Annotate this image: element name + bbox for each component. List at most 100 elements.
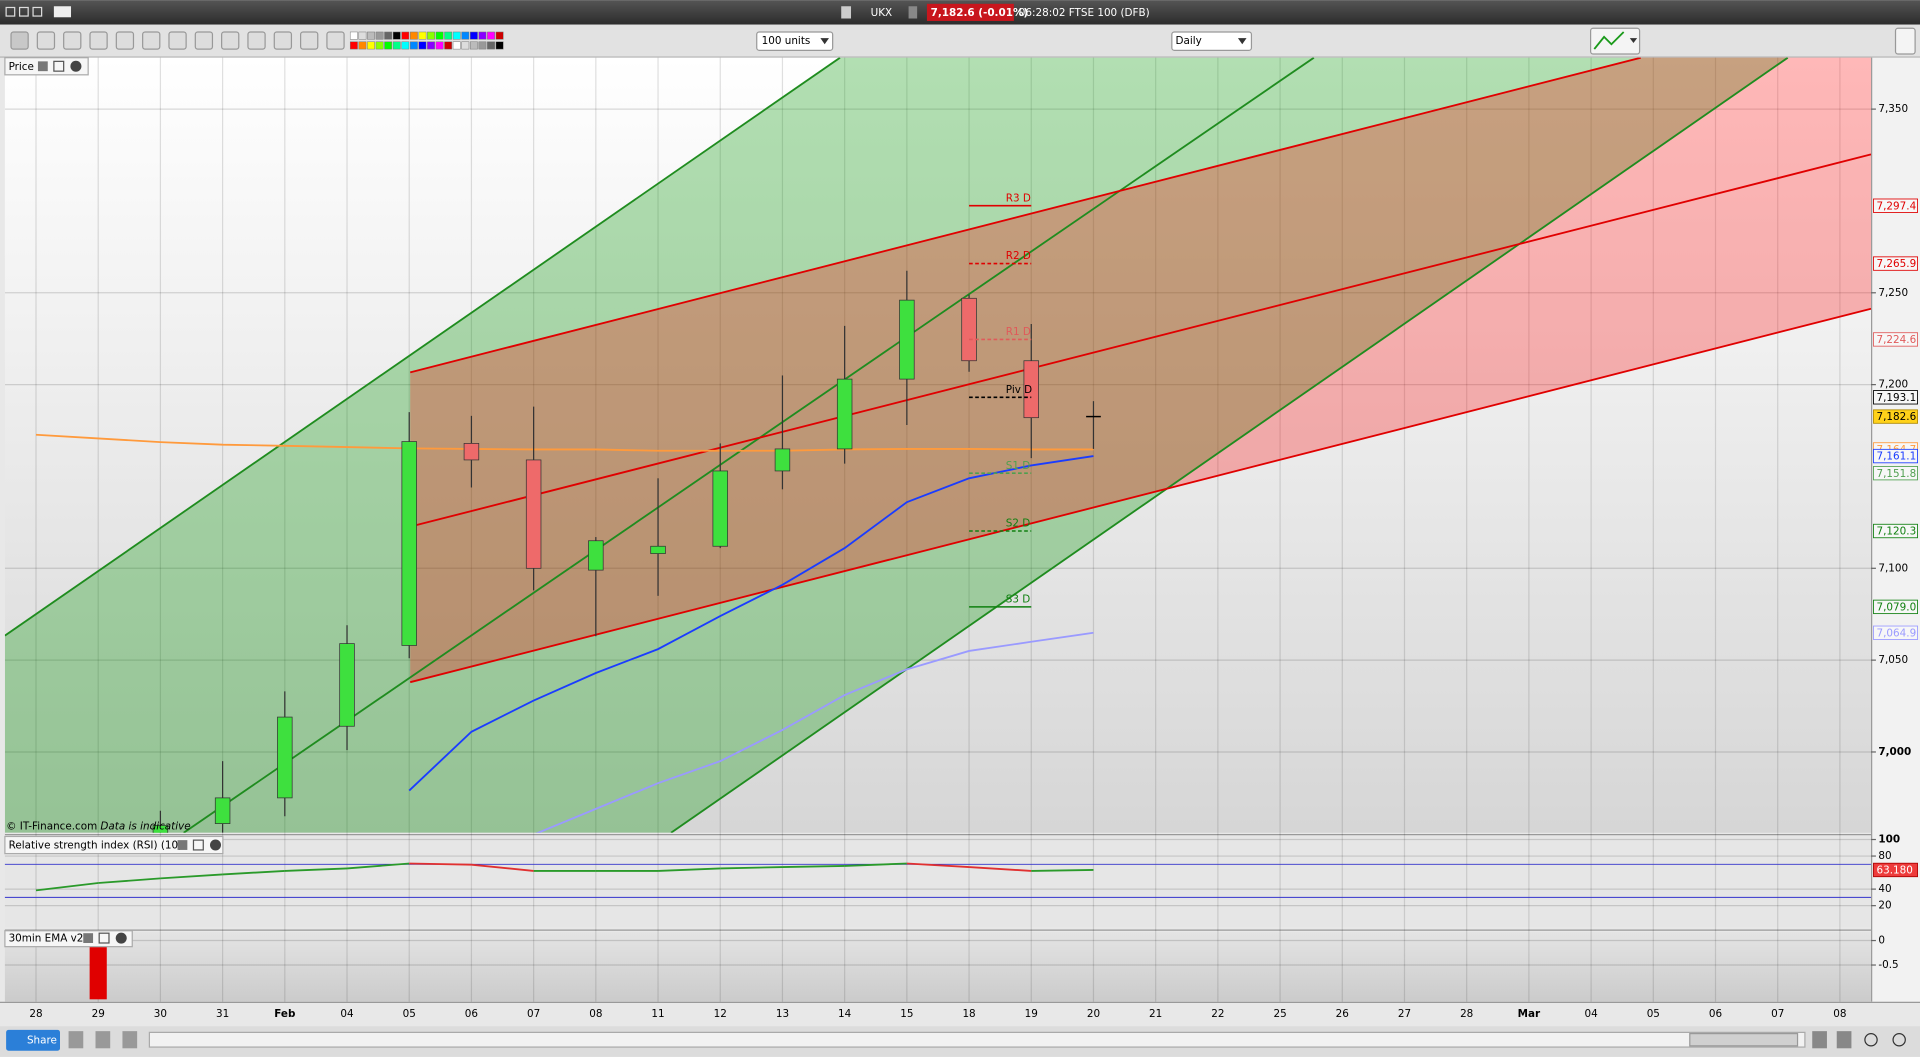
color-swatch[interactable] [478,41,487,50]
tool-button[interactable] [194,31,214,50]
x-tick-label: 13 [776,1008,789,1020]
tool-button[interactable] [63,31,82,50]
maximize-icon[interactable] [53,60,65,72]
color-swatch[interactable] [427,41,435,50]
close-icon[interactable] [115,932,127,944]
info-icon[interactable] [908,6,918,19]
color-swatch[interactable] [487,41,495,50]
color-swatch[interactable] [461,31,470,40]
maximize-icon[interactable] [98,932,110,944]
zoom-in[interactable] [1892,1032,1906,1047]
color-swatch[interactable] [409,31,418,40]
settings-button[interactable] [1894,27,1916,55]
color-swatch[interactable] [367,41,375,50]
color-swatch[interactable] [461,41,470,50]
settings-icon[interactable] [177,840,188,850]
pivot-label: S3 D [1006,594,1031,606]
tool-button[interactable] [122,1031,138,1049]
color-swatch[interactable] [452,31,461,40]
maximize-icon[interactable] [192,839,204,851]
scroll-thumb[interactable] [1689,1032,1799,1047]
rsi-value-label: 63.180 [1877,865,1913,877]
color-swatch[interactable] [409,41,418,50]
color-swatch[interactable] [384,31,393,40]
tool-button[interactable] [68,1031,84,1049]
zoom-button[interactable] [1812,1031,1827,1049]
trend-line[interactable] [4,57,841,637]
color-swatch[interactable] [444,41,453,50]
trend-line[interactable] [409,153,1872,528]
settings-icon[interactable] [37,61,48,72]
keyboard-icon[interactable] [53,6,72,18]
color-swatch[interactable] [435,41,444,50]
color-swatch[interactable] [375,31,384,40]
zoom-button[interactable] [1836,1031,1852,1049]
candle-body [463,443,480,461]
rsi-line [98,877,161,884]
tool-button[interactable] [273,31,293,50]
color-swatch[interactable] [495,41,504,50]
x-tick-label: 30 [154,1008,167,1020]
share-button[interactable] [6,1029,61,1051]
tool-button[interactable] [300,31,319,50]
color-swatch[interactable] [358,31,367,40]
date-axis [0,1001,1920,1027]
panel-title: 30min EMA v2 [9,933,84,945]
color-swatch[interactable] [495,31,504,40]
window-button[interactable] [5,6,16,17]
color-swatch[interactable] [367,31,375,40]
rsi-line [160,873,223,880]
color-swatch[interactable] [478,31,487,40]
color-swatch[interactable] [418,31,427,40]
trend-line[interactable] [670,57,1789,833]
color-swatch[interactable] [444,31,453,40]
color-swatch[interactable] [435,31,444,40]
color-swatch[interactable] [375,41,384,50]
color-swatch[interactable] [349,41,358,50]
color-swatch[interactable] [401,41,410,50]
tool-button[interactable] [142,31,161,50]
y-tick-label: -0.5 [1878,959,1898,971]
y-tick-label: 20 [1878,900,1891,912]
x-tick-label: 06 [465,1008,478,1020]
color-swatch[interactable] [452,41,461,50]
color-swatch[interactable] [427,31,435,40]
interval-select[interactable] [1171,31,1253,51]
scrollbar[interactable] [148,1031,1806,1048]
tool-button[interactable] [221,31,240,50]
window-button[interactable] [32,6,43,17]
pivot-label: R2 D [1006,250,1031,262]
zoom-out[interactable] [1864,1032,1878,1047]
tool-button[interactable] [89,31,108,50]
x-tick-label: 08 [1833,1008,1846,1020]
color-swatch[interactable] [392,41,401,50]
trend-line[interactable] [183,57,1315,833]
color-swatch[interactable] [469,41,478,50]
x-tick-label: 20 [1087,1008,1100,1020]
close-icon[interactable] [210,839,222,851]
color-swatch[interactable] [358,41,367,50]
tool-button[interactable] [326,31,345,50]
color-swatch[interactable] [401,31,410,40]
color-swatch[interactable] [349,31,358,40]
color-swatch[interactable] [487,31,495,40]
trend-line[interactable] [409,307,1872,684]
tool-button[interactable] [247,31,266,50]
tool-button[interactable] [95,1031,111,1049]
rsi-line [906,862,970,868]
trend-line[interactable] [409,57,1642,374]
instrument-icon[interactable] [841,6,852,19]
tool-button[interactable] [10,31,29,50]
close-icon[interactable] [70,60,82,72]
settings-icon[interactable] [83,933,94,943]
pivot-price-label: 7,297.4 [1877,200,1917,212]
color-swatch[interactable] [384,41,393,50]
color-swatch[interactable] [418,41,427,50]
units-select[interactable] [756,31,834,51]
color-swatch[interactable] [392,31,401,40]
window-button[interactable] [18,6,29,17]
tool-button[interactable] [36,31,56,50]
tool-button[interactable] [115,31,135,50]
tool-button[interactable] [168,31,187,50]
color-swatch[interactable] [469,31,478,40]
